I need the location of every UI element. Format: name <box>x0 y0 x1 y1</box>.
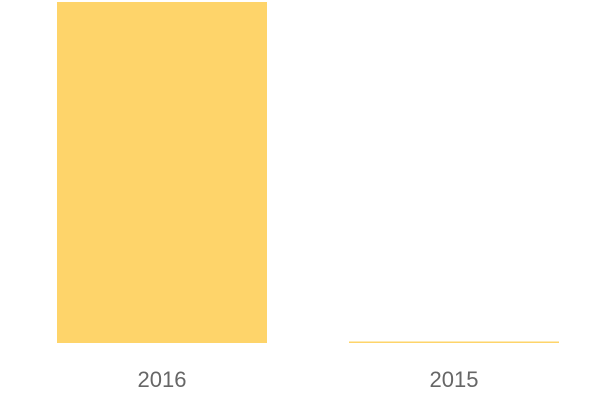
x-tick-label: 2015 <box>430 367 479 392</box>
bar-2015 <box>349 341 559 343</box>
bar-2016 <box>57 2 267 343</box>
x-tick-label: 2016 <box>138 367 187 392</box>
